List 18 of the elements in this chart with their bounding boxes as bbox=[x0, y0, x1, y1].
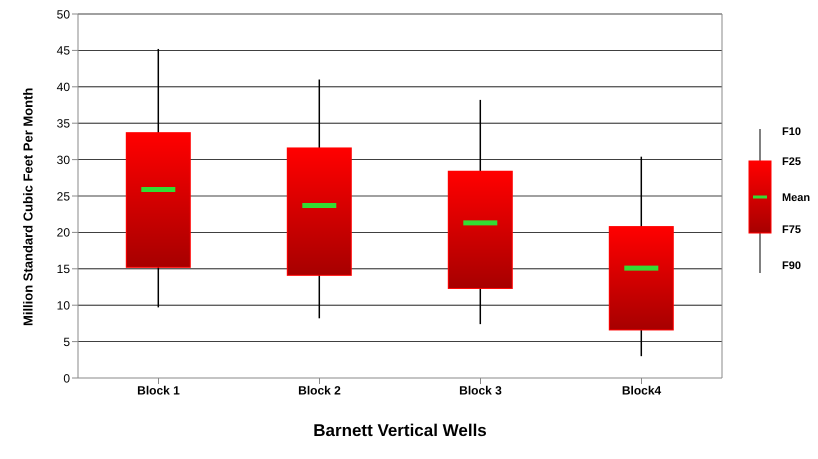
x-tick-label: Block 2 bbox=[298, 384, 342, 398]
y-tick-label: 35 bbox=[56, 116, 70, 130]
x-axis-title: Barnett Vertical Wells bbox=[313, 421, 487, 440]
y-tick-label: 10 bbox=[56, 298, 70, 312]
y-tick-label: 40 bbox=[56, 80, 70, 94]
x-tick-label: Block 1 bbox=[137, 384, 180, 398]
y-tick-label: 45 bbox=[56, 44, 70, 58]
y-tick-label: 30 bbox=[56, 152, 70, 167]
box-key: F10 F25 Mean F75 F90 bbox=[740, 123, 818, 293]
y-tick-label: 20 bbox=[56, 226, 70, 240]
x-tick-label: Block 3 bbox=[459, 384, 502, 398]
y-tick-label: 50 bbox=[56, 7, 70, 22]
y-tick-label: 0 bbox=[63, 371, 70, 386]
y-tick-label: 15 bbox=[56, 262, 70, 276]
x-tick-label: Block4 bbox=[622, 384, 662, 398]
y-tick-label: 25 bbox=[56, 189, 70, 204]
y-axis-title: Million Standard Cubic Feet Per Month bbox=[20, 88, 36, 326]
y-tick-label: 5 bbox=[63, 334, 70, 349]
